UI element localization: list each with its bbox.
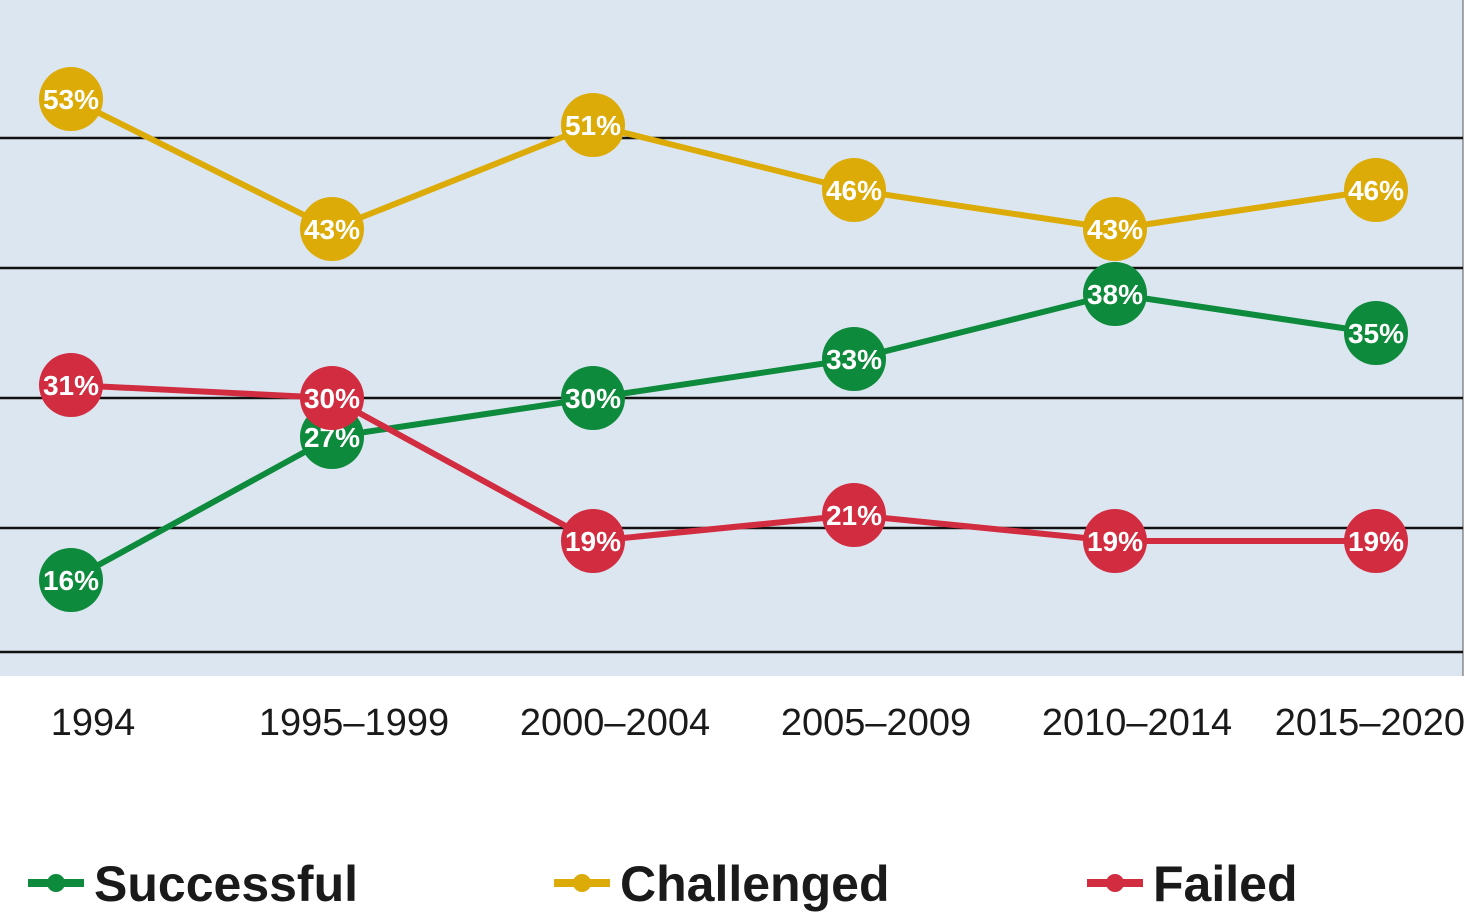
marker-failed-5: [1344, 509, 1408, 573]
data-point-successful-3: 33%: [822, 327, 886, 391]
data-point-failed-3: 21%: [822, 483, 886, 547]
data-label-successful-4: 38%: [1087, 279, 1143, 310]
marker-challenged-2: [561, 93, 625, 157]
legend-item-successful: Successful: [28, 856, 358, 912]
data-label-challenged-3: 46%: [826, 175, 882, 206]
marker-successful-5: [1344, 301, 1408, 365]
legend-label-challenged: Challenged: [620, 856, 889, 912]
legend: Successful Challenged Failed: [28, 856, 1297, 912]
marker-challenged-4: [1083, 197, 1147, 261]
data-label-challenged-0: 53%: [43, 84, 99, 115]
data-point-challenged-5: 46%: [1344, 158, 1408, 222]
legend-item-challenged: Challenged: [554, 856, 889, 912]
legend-swatch-marker-challenged: [573, 874, 591, 892]
data-point-successful-2: 30%: [561, 366, 625, 430]
data-label-failed-2: 19%: [565, 526, 621, 557]
x-tick-label-4: 2010–2014: [1042, 702, 1232, 744]
marker-failed-3: [822, 483, 886, 547]
data-label-challenged-1: 43%: [304, 214, 360, 245]
data-point-failed-2: 19%: [561, 509, 625, 573]
data-label-failed-0: 31%: [43, 370, 99, 401]
data-label-challenged-4: 43%: [1087, 214, 1143, 245]
marker-successful-4: [1083, 262, 1147, 326]
data-point-challenged-4: 43%: [1083, 197, 1147, 261]
data-point-failed-0: 31%: [39, 353, 103, 417]
data-point-failed-1: 30%: [300, 366, 364, 430]
data-label-successful-0: 16%: [43, 565, 99, 596]
data-point-failed-5: 19%: [1344, 509, 1408, 573]
data-point-challenged-1: 43%: [300, 197, 364, 261]
data-label-failed-4: 19%: [1087, 526, 1143, 557]
data-point-successful-0: 16%: [39, 548, 103, 612]
marker-failed-1: [300, 366, 364, 430]
series-line-challenged: [69, 96, 1377, 232]
x-tick-label-5: 2015–2020: [1275, 702, 1465, 744]
series-group: 16%27%30%33%38%35%53%43%51%46%43%46%31% 3…: [39, 67, 1408, 612]
legend-swatch-marker-failed: [1106, 874, 1124, 892]
data-point-successful-5: 35%: [1344, 301, 1408, 365]
data-point-challenged-0: 53%: [39, 67, 103, 131]
data-point-challenged-2: 51%: [561, 93, 625, 157]
x-tick-label-2: 2000–2004: [520, 702, 710, 744]
data-label-failed-5: 19%: [1348, 526, 1404, 557]
x-tick-label-1: 1995–1999: [259, 702, 449, 744]
data-label-challenged-5: 46%: [1348, 175, 1404, 206]
marker-challenged-0: [39, 67, 103, 131]
marker-successful-0: [39, 548, 103, 612]
marker-failed-2: [561, 509, 625, 573]
legend-swatch-marker-successful: [47, 874, 65, 892]
legend-label-successful: Successful: [94, 856, 358, 912]
data-point-challenged-3: 46%: [822, 158, 886, 222]
data-point-successful-4: 38%: [1083, 262, 1147, 326]
data-label-challenged-2: 51%: [565, 110, 621, 141]
data-label-successful-2: 30%: [565, 383, 621, 414]
series-line-successful: [69, 291, 1377, 583]
data-label-failed-3: 21%: [826, 500, 882, 531]
data-label-successful-5: 35%: [1348, 318, 1404, 349]
x-tick-label-0: 1994: [51, 702, 136, 744]
legend-label-failed: Failed: [1153, 856, 1297, 912]
x-tick-label-3: 2005–2009: [781, 702, 971, 744]
marker-challenged-5: [1344, 158, 1408, 222]
marker-failed-4: [1083, 509, 1147, 573]
data-label-successful-3: 33%: [826, 344, 882, 375]
marker-successful-2: [561, 366, 625, 430]
marker-successful-3: [822, 327, 886, 391]
marker-challenged-1: [300, 197, 364, 261]
x-axis: 1994 1995–1999 2000–2004 2005–2009 2010–2014…: [51, 702, 1465, 744]
data-point-failed-4: 19%: [1083, 509, 1147, 573]
data-label-failed-1: 30%: [304, 383, 360, 414]
legend-item-failed: Failed: [1087, 856, 1297, 912]
plot-background: [0, 0, 1463, 676]
marker-challenged-3: [822, 158, 886, 222]
marker-failed-0: [39, 353, 103, 417]
series-line-failed: [70, 382, 1376, 544]
